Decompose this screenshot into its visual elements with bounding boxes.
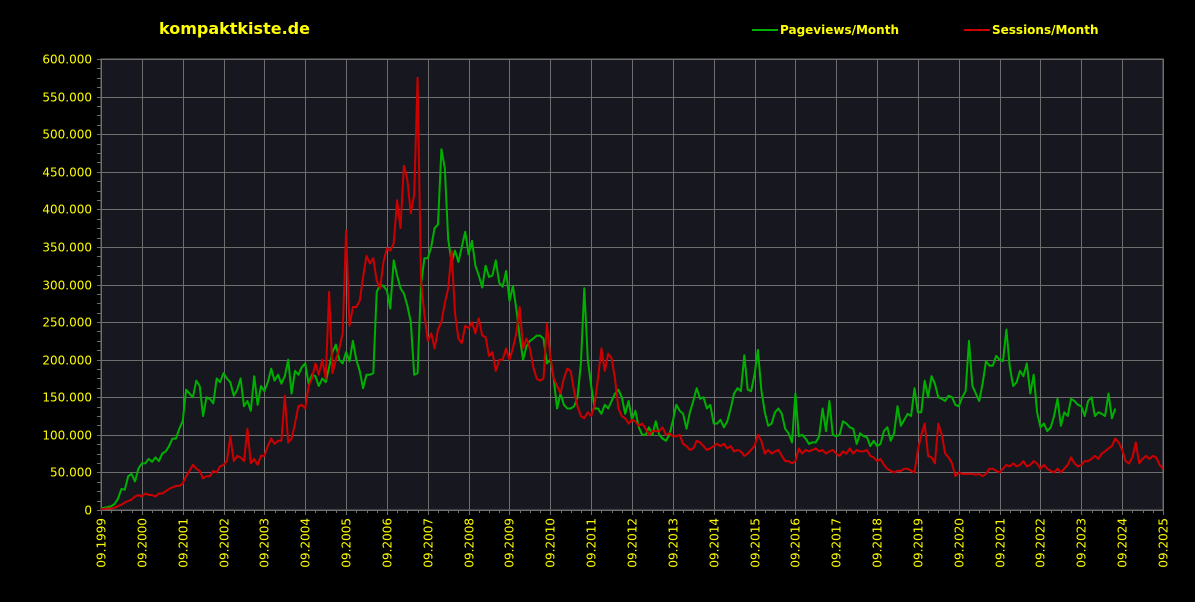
x-tick-label: 09.2012 (626, 518, 640, 568)
x-tick-label: 09.2006 (381, 518, 395, 568)
y-tick-label: 450.000 (42, 166, 92, 180)
y-tick-label: 300.000 (42, 279, 92, 293)
x-tick-label: 09.2003 (258, 518, 272, 568)
y-tick-label: 550.000 (42, 91, 92, 105)
y-tick-label: 600.000 (42, 53, 92, 67)
x-tick-label: 09.2023 (1075, 518, 1089, 568)
x-tick-label: 09.2021 (994, 518, 1008, 568)
x-tick-label: 09.1999 (95, 518, 109, 568)
series-line-sessions (100, 76, 1164, 511)
x-tick-label: 09.2000 (136, 518, 150, 568)
y-tick-label: 400.000 (42, 203, 92, 217)
x-tick-label: 09.2024 (1116, 518, 1130, 568)
chart-title: kompaktkiste.de (159, 19, 310, 38)
x-axis-tick-labels: 09.1999 09.2000 09.2001 09.2002 09.2003 09.20… (95, 518, 1171, 568)
x-tick-label: 09.2010 (544, 518, 558, 568)
x-tick-label: 09.2011 (585, 518, 599, 568)
legend-label-sessions: Sessions/Month (992, 23, 1099, 37)
series-lines (100, 76, 1164, 511)
y-tick-label: 500.000 (42, 128, 92, 142)
legend-swatch-pageviews (752, 29, 778, 31)
y-tick-label: 200.000 (42, 354, 92, 368)
x-tick-label: 09.2019 (912, 518, 926, 568)
series-line-pageviews (100, 148, 1117, 510)
legend-item-pageviews: Pageviews/Month (752, 23, 899, 37)
grid-lines (97, 59, 1164, 515)
legend-label-pageviews: Pageviews/Month (780, 23, 899, 37)
y-tick-label: 0 (84, 504, 92, 518)
y-tick-label: 350.000 (42, 241, 92, 255)
x-tick-label: 09.2020 (953, 518, 967, 568)
x-tick-label: 09.2018 (871, 518, 885, 568)
x-tick-label: 09.2007 (422, 518, 436, 568)
x-tick-label: 09.2017 (830, 518, 844, 568)
x-tick-label: 09.2014 (708, 518, 722, 568)
y-tick-label: 250.000 (42, 316, 92, 330)
x-tick-label: 09.2002 (218, 518, 232, 568)
y-tick-label: 50.000 (50, 466, 92, 480)
x-tick-label: 09.2016 (789, 518, 803, 568)
x-tick-label: 09.2005 (340, 518, 354, 568)
y-tick-label: 150.000 (42, 391, 92, 405)
x-tick-label: 09.2004 (299, 518, 313, 568)
x-tick-label: 09.2015 (749, 518, 763, 568)
x-tick-label: 09.2022 (1034, 518, 1048, 568)
x-tick-label: 09.2009 (503, 518, 517, 568)
legend-item-sessions: Sessions/Month (964, 23, 1099, 37)
y-axis-tick-labels: 0 50.000 100.000 150.000 200.000 250.000 300.0… (42, 53, 92, 518)
legend-swatch-sessions (964, 29, 990, 31)
x-tick-label: 09.2025 (1157, 518, 1171, 568)
x-tick-label: 09.2013 (667, 518, 681, 568)
y-tick-label: 100.000 (42, 429, 92, 443)
x-tick-label: 09.2001 (177, 518, 191, 568)
x-tick-label: 09.2008 (463, 518, 477, 568)
